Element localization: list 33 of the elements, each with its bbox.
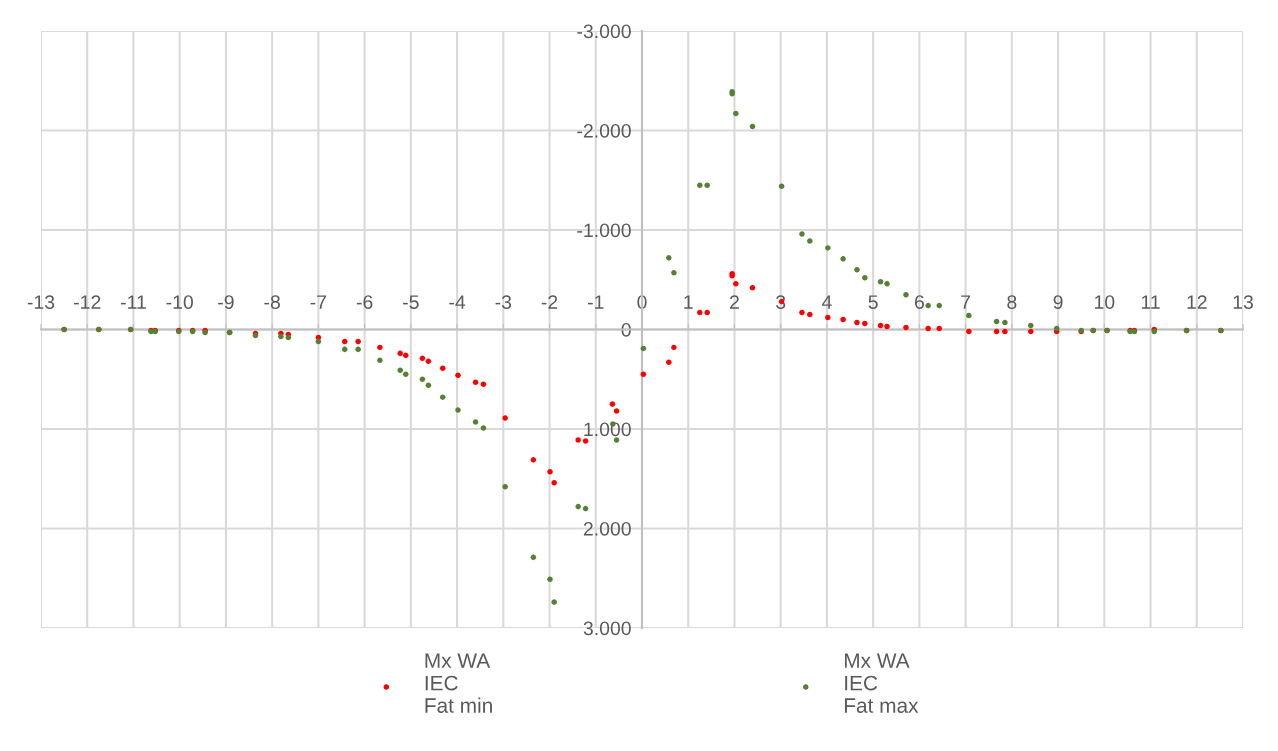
x-tick-label: 6 bbox=[914, 295, 924, 309]
x-tick-label: 8 bbox=[1007, 295, 1017, 309]
x-tick-label: 11 bbox=[1141, 295, 1160, 309]
y-tick-label: 1.000 bbox=[584, 422, 631, 437]
x-tick-label: -11 bbox=[120, 295, 146, 309]
x-tick-label: 12 bbox=[1187, 295, 1207, 309]
x-tick-label: -9 bbox=[218, 295, 234, 309]
x-tick-label: -4 bbox=[449, 295, 466, 309]
legend-label: Mx WA IEC Fat min bbox=[425, 653, 492, 713]
x-tick-label: -12 bbox=[74, 295, 101, 309]
y-tick-label: 3.000 bbox=[583, 621, 631, 636]
x-tick-label: 13 bbox=[1233, 295, 1253, 309]
x-tick-label: 10 bbox=[1094, 295, 1115, 309]
y-tick-label: 2.000 bbox=[583, 521, 631, 536]
x-tick-label: -10 bbox=[166, 295, 193, 309]
x-tick-label: -8 bbox=[264, 295, 280, 309]
x-tick-label: -13 bbox=[27, 295, 55, 309]
x-tick-label: 9 bbox=[1053, 295, 1063, 309]
x-tick-label: -6 bbox=[356, 295, 373, 309]
y-tick-label: -2.000 bbox=[577, 123, 631, 138]
x-tick-label: 1 bbox=[684, 295, 693, 309]
x-tick-label: 2 bbox=[730, 295, 739, 309]
x-tick-label: 7 bbox=[961, 295, 971, 309]
x-tick-label: -3 bbox=[495, 295, 512, 309]
x-tick-label: -2 bbox=[541, 295, 558, 309]
x-tick-label: -5 bbox=[403, 295, 419, 309]
legend-label: Mx WA IEC Fat max bbox=[844, 653, 919, 713]
x-tick-label: -1 bbox=[587, 295, 604, 309]
y-tick-label: -1.000 bbox=[577, 223, 631, 238]
x-tick-label: 4 bbox=[821, 295, 832, 309]
y-tick-label: -3.000 bbox=[577, 24, 631, 39]
x-tick-label: 5 bbox=[868, 295, 878, 309]
x-tick-label: -7 bbox=[310, 295, 327, 309]
